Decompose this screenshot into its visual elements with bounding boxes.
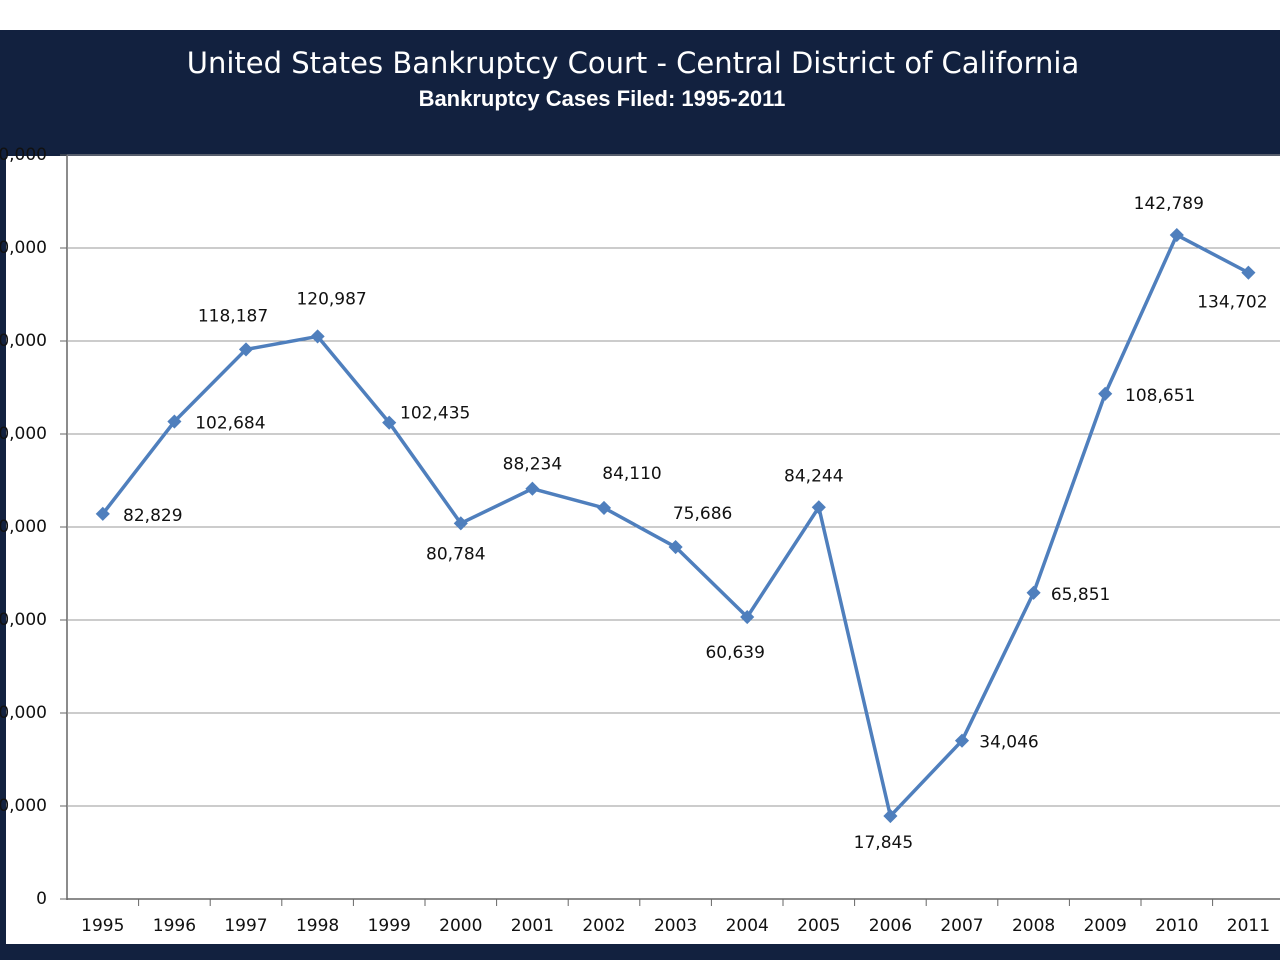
data-point [668,539,683,555]
x-tick-label: 1996 [153,916,196,936]
data-point [1026,585,1041,600]
x-tick-label: 2008 [1012,916,1055,936]
data-label: 80,784 [426,544,485,564]
x-tick-label: 2001 [511,916,554,936]
data-point [310,329,325,344]
data-point [1241,265,1256,280]
data-label: 120,987 [296,289,366,309]
data-point [883,808,898,824]
data-label: 84,110 [602,464,661,484]
y-tick-label: 80,000 [0,517,47,537]
data-point [382,415,397,430]
data-point [95,506,110,521]
data-label: 88,234 [503,455,562,475]
series-line [101,233,1250,818]
data-point [954,733,970,748]
x-tick-label: 2009 [1084,916,1127,936]
data-point [811,500,826,515]
x-tick-label: 2000 [439,916,482,936]
x-tick-label: 2006 [869,916,912,936]
data-label: 102,435 [400,404,470,424]
chart-title: United States Bankruptcy Court - Central… [187,46,1079,80]
bottom-band [0,944,1280,960]
data-label: 108,651 [1125,386,1195,406]
x-tick-label: 2005 [797,916,840,936]
x-tick-label: 2007 [940,916,983,936]
x-tick-label: 1995 [81,916,124,936]
data-label: 102,684 [195,414,265,434]
data-point [453,516,468,531]
data-label: 118,187 [198,306,268,326]
y-tick-label: 160,000 [0,145,47,165]
data-label: 134,702 [1197,293,1267,313]
data-label: 17,845 [854,833,913,853]
data-point [167,414,182,429]
x-tick-label: 1998 [296,916,339,936]
y-tick-label: 100,000 [0,424,47,444]
data-label: 34,046 [979,733,1038,753]
data-label: 82,829 [123,506,182,526]
x-tick-label: 1999 [368,916,411,936]
data-point [238,342,254,357]
x-tick-label: 2010 [1155,916,1198,936]
x-tick-label: 2002 [582,916,625,936]
x-tick-label: 2011 [1227,916,1270,936]
data-point [740,609,755,625]
data-point [1169,227,1184,243]
y-tick-label: 40,000 [0,703,47,723]
x-tick-label: 2003 [654,916,697,936]
data-label: 60,639 [705,643,764,663]
data-label: 84,244 [784,466,843,486]
chart-subtitle: Bankruptcy Cases Filed: 1995-2011 [419,86,786,111]
data-label: 65,851 [1051,585,1110,605]
data-point [1098,386,1113,401]
x-tick-label: 1997 [224,916,267,936]
y-tick-label: 20,000 [0,796,47,816]
y-tick-label: 120,000 [0,331,47,351]
data-label: 142,789 [1134,194,1204,214]
y-tick-label: 0 [36,889,47,909]
data-label: 75,686 [673,504,732,524]
left-band [0,30,6,960]
y-tick-label: 140,000 [0,238,47,258]
y-tick-label: 60,000 [0,610,47,630]
x-tick-label: 2004 [726,916,769,936]
header-band [0,30,1280,156]
data-point [525,481,540,496]
data-point [596,500,612,515]
